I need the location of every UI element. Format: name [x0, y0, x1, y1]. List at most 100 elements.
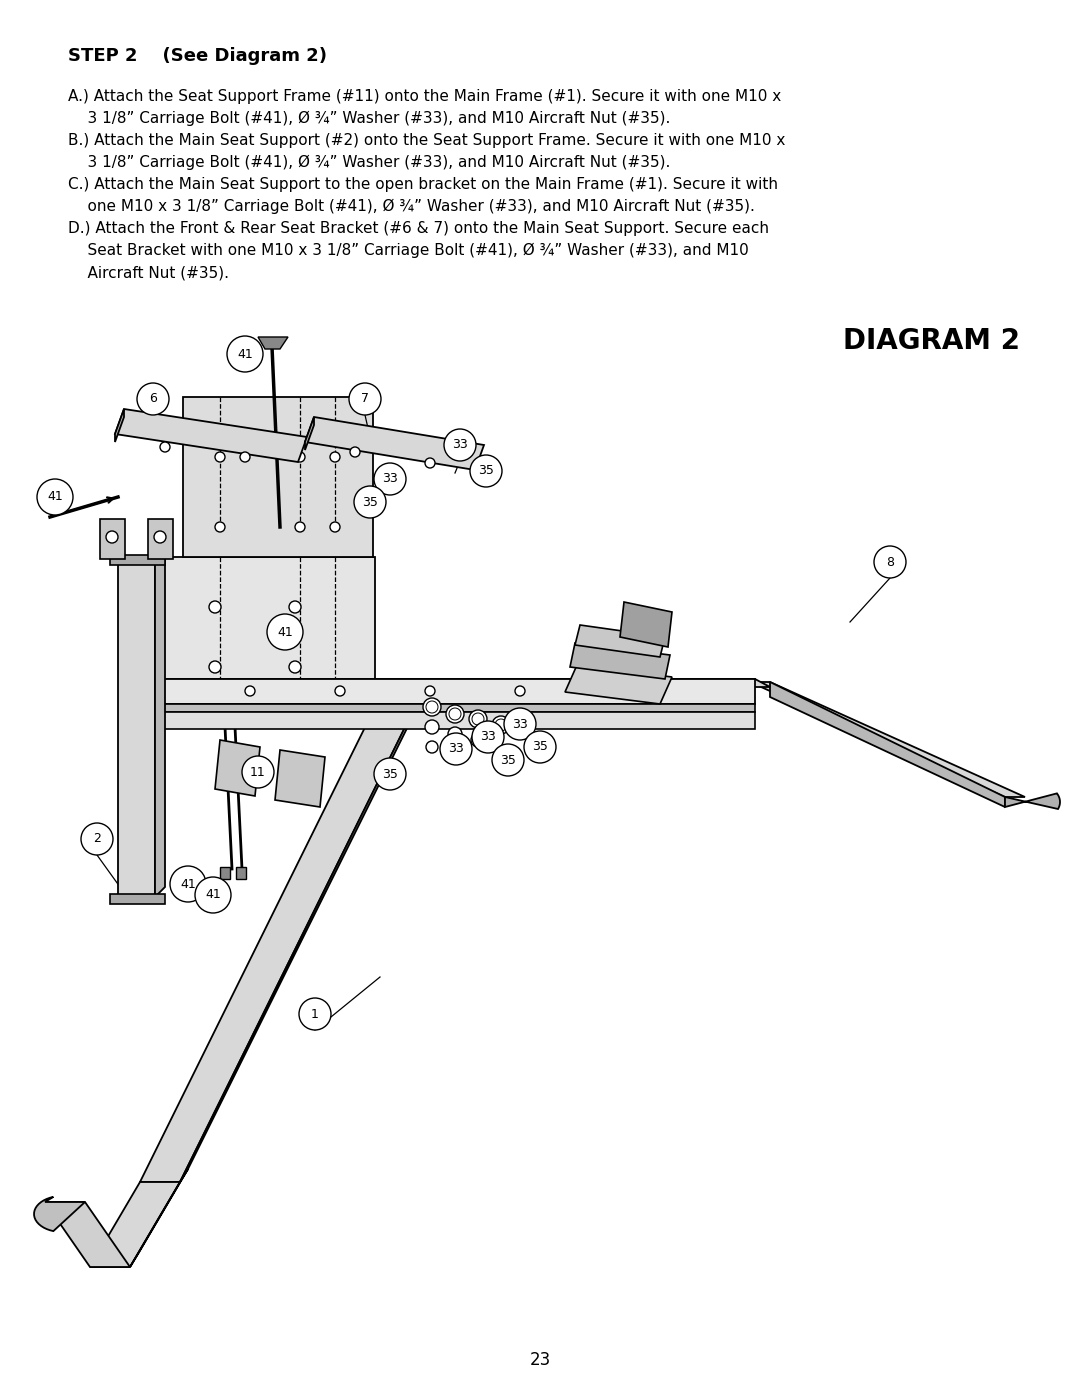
Polygon shape	[110, 555, 165, 564]
Circle shape	[295, 522, 305, 532]
Circle shape	[37, 479, 73, 515]
Polygon shape	[130, 1169, 188, 1267]
Circle shape	[240, 453, 249, 462]
Circle shape	[470, 455, 502, 488]
Circle shape	[874, 546, 906, 578]
Polygon shape	[237, 868, 246, 879]
Circle shape	[426, 686, 435, 696]
Text: 8: 8	[886, 556, 894, 569]
Circle shape	[423, 698, 441, 717]
Text: 35: 35	[362, 496, 378, 509]
Circle shape	[492, 717, 510, 733]
Circle shape	[81, 823, 113, 855]
Text: 33: 33	[453, 439, 468, 451]
Polygon shape	[114, 409, 124, 441]
Circle shape	[170, 866, 206, 902]
Circle shape	[210, 661, 221, 673]
Circle shape	[330, 453, 340, 462]
Polygon shape	[156, 552, 165, 897]
Polygon shape	[156, 712, 755, 729]
Text: 7: 7	[361, 393, 369, 405]
Text: B.) Attach the Main Seat Support (#2) onto the Seat Support Frame. Secure it wit: B.) Attach the Main Seat Support (#2) on…	[68, 133, 785, 148]
Polygon shape	[220, 868, 230, 879]
Text: 35: 35	[478, 464, 494, 478]
Circle shape	[440, 733, 472, 766]
Circle shape	[137, 383, 168, 415]
Text: 35: 35	[500, 753, 516, 767]
Polygon shape	[156, 679, 770, 687]
Circle shape	[492, 745, 524, 775]
Polygon shape	[156, 557, 375, 717]
Circle shape	[374, 759, 406, 789]
Circle shape	[299, 997, 330, 1030]
Text: 41: 41	[180, 877, 195, 890]
Polygon shape	[90, 1182, 180, 1267]
Circle shape	[446, 705, 464, 724]
Polygon shape	[45, 1201, 130, 1267]
Polygon shape	[750, 682, 1025, 798]
Circle shape	[245, 686, 255, 696]
Circle shape	[330, 522, 340, 532]
Circle shape	[335, 686, 345, 696]
Circle shape	[426, 719, 438, 733]
Polygon shape	[305, 416, 484, 469]
Text: 33: 33	[382, 472, 397, 486]
Text: 41: 41	[278, 626, 293, 638]
Circle shape	[426, 458, 435, 468]
Text: 33: 33	[448, 742, 464, 756]
Text: 2: 2	[93, 833, 100, 845]
Text: 23: 23	[529, 1351, 551, 1369]
Circle shape	[444, 429, 476, 461]
Circle shape	[227, 337, 264, 372]
Circle shape	[448, 726, 462, 740]
Polygon shape	[118, 562, 156, 897]
Circle shape	[289, 601, 301, 613]
Circle shape	[449, 747, 461, 760]
Circle shape	[242, 756, 274, 788]
Polygon shape	[110, 894, 165, 904]
Text: A.) Attach the Seat Support Frame (#11) onto the Main Frame (#1). Secure it with: A.) Attach the Seat Support Frame (#11) …	[68, 89, 781, 103]
Circle shape	[471, 733, 485, 747]
Polygon shape	[275, 750, 325, 807]
Polygon shape	[770, 682, 1005, 807]
Circle shape	[295, 453, 305, 462]
Text: 3 1/8” Carriage Bolt (#41), Ø ¾” Washer (#33), and M10 Aircraft Nut (#35).: 3 1/8” Carriage Bolt (#41), Ø ¾” Washer …	[68, 155, 671, 170]
Circle shape	[472, 721, 504, 753]
Circle shape	[524, 731, 556, 763]
Polygon shape	[148, 520, 173, 559]
Circle shape	[354, 486, 386, 518]
Polygon shape	[258, 337, 288, 349]
Polygon shape	[305, 416, 314, 450]
Circle shape	[426, 740, 438, 753]
Text: 41: 41	[48, 490, 63, 503]
Text: 6: 6	[149, 393, 157, 405]
Circle shape	[210, 601, 221, 613]
Circle shape	[160, 441, 170, 453]
Text: 33: 33	[481, 731, 496, 743]
Polygon shape	[570, 643, 670, 679]
Text: 1: 1	[311, 1007, 319, 1020]
Polygon shape	[180, 682, 430, 1182]
Text: DIAGRAM 2: DIAGRAM 2	[843, 327, 1020, 355]
Polygon shape	[1005, 793, 1059, 809]
Circle shape	[349, 383, 381, 415]
Text: Aircraft Nut (#35).: Aircraft Nut (#35).	[68, 265, 229, 279]
Text: 41: 41	[205, 888, 221, 901]
Text: 33: 33	[512, 718, 528, 731]
Circle shape	[267, 615, 303, 650]
Polygon shape	[215, 740, 260, 796]
Circle shape	[154, 531, 166, 543]
Text: C.) Attach the Main Seat Support to the open bracket on the Main Frame (#1). Sec: C.) Attach the Main Seat Support to the …	[68, 177, 778, 191]
Circle shape	[504, 708, 536, 740]
Polygon shape	[620, 602, 672, 647]
Polygon shape	[565, 665, 672, 704]
Polygon shape	[140, 697, 420, 1182]
Circle shape	[106, 531, 118, 543]
Text: 11: 11	[251, 766, 266, 778]
Circle shape	[469, 710, 487, 728]
Circle shape	[215, 522, 225, 532]
Polygon shape	[575, 624, 665, 657]
Text: D.) Attach the Front & Rear Seat Bracket (#6 & 7) onto the Main Seat Support. Se: D.) Attach the Front & Rear Seat Bracket…	[68, 221, 769, 236]
Circle shape	[515, 686, 525, 696]
Text: Seat Bracket with one M10 x 3 1/8” Carriage Bolt (#41), Ø ¾” Washer (#33), and M: Seat Bracket with one M10 x 3 1/8” Carri…	[68, 243, 748, 258]
